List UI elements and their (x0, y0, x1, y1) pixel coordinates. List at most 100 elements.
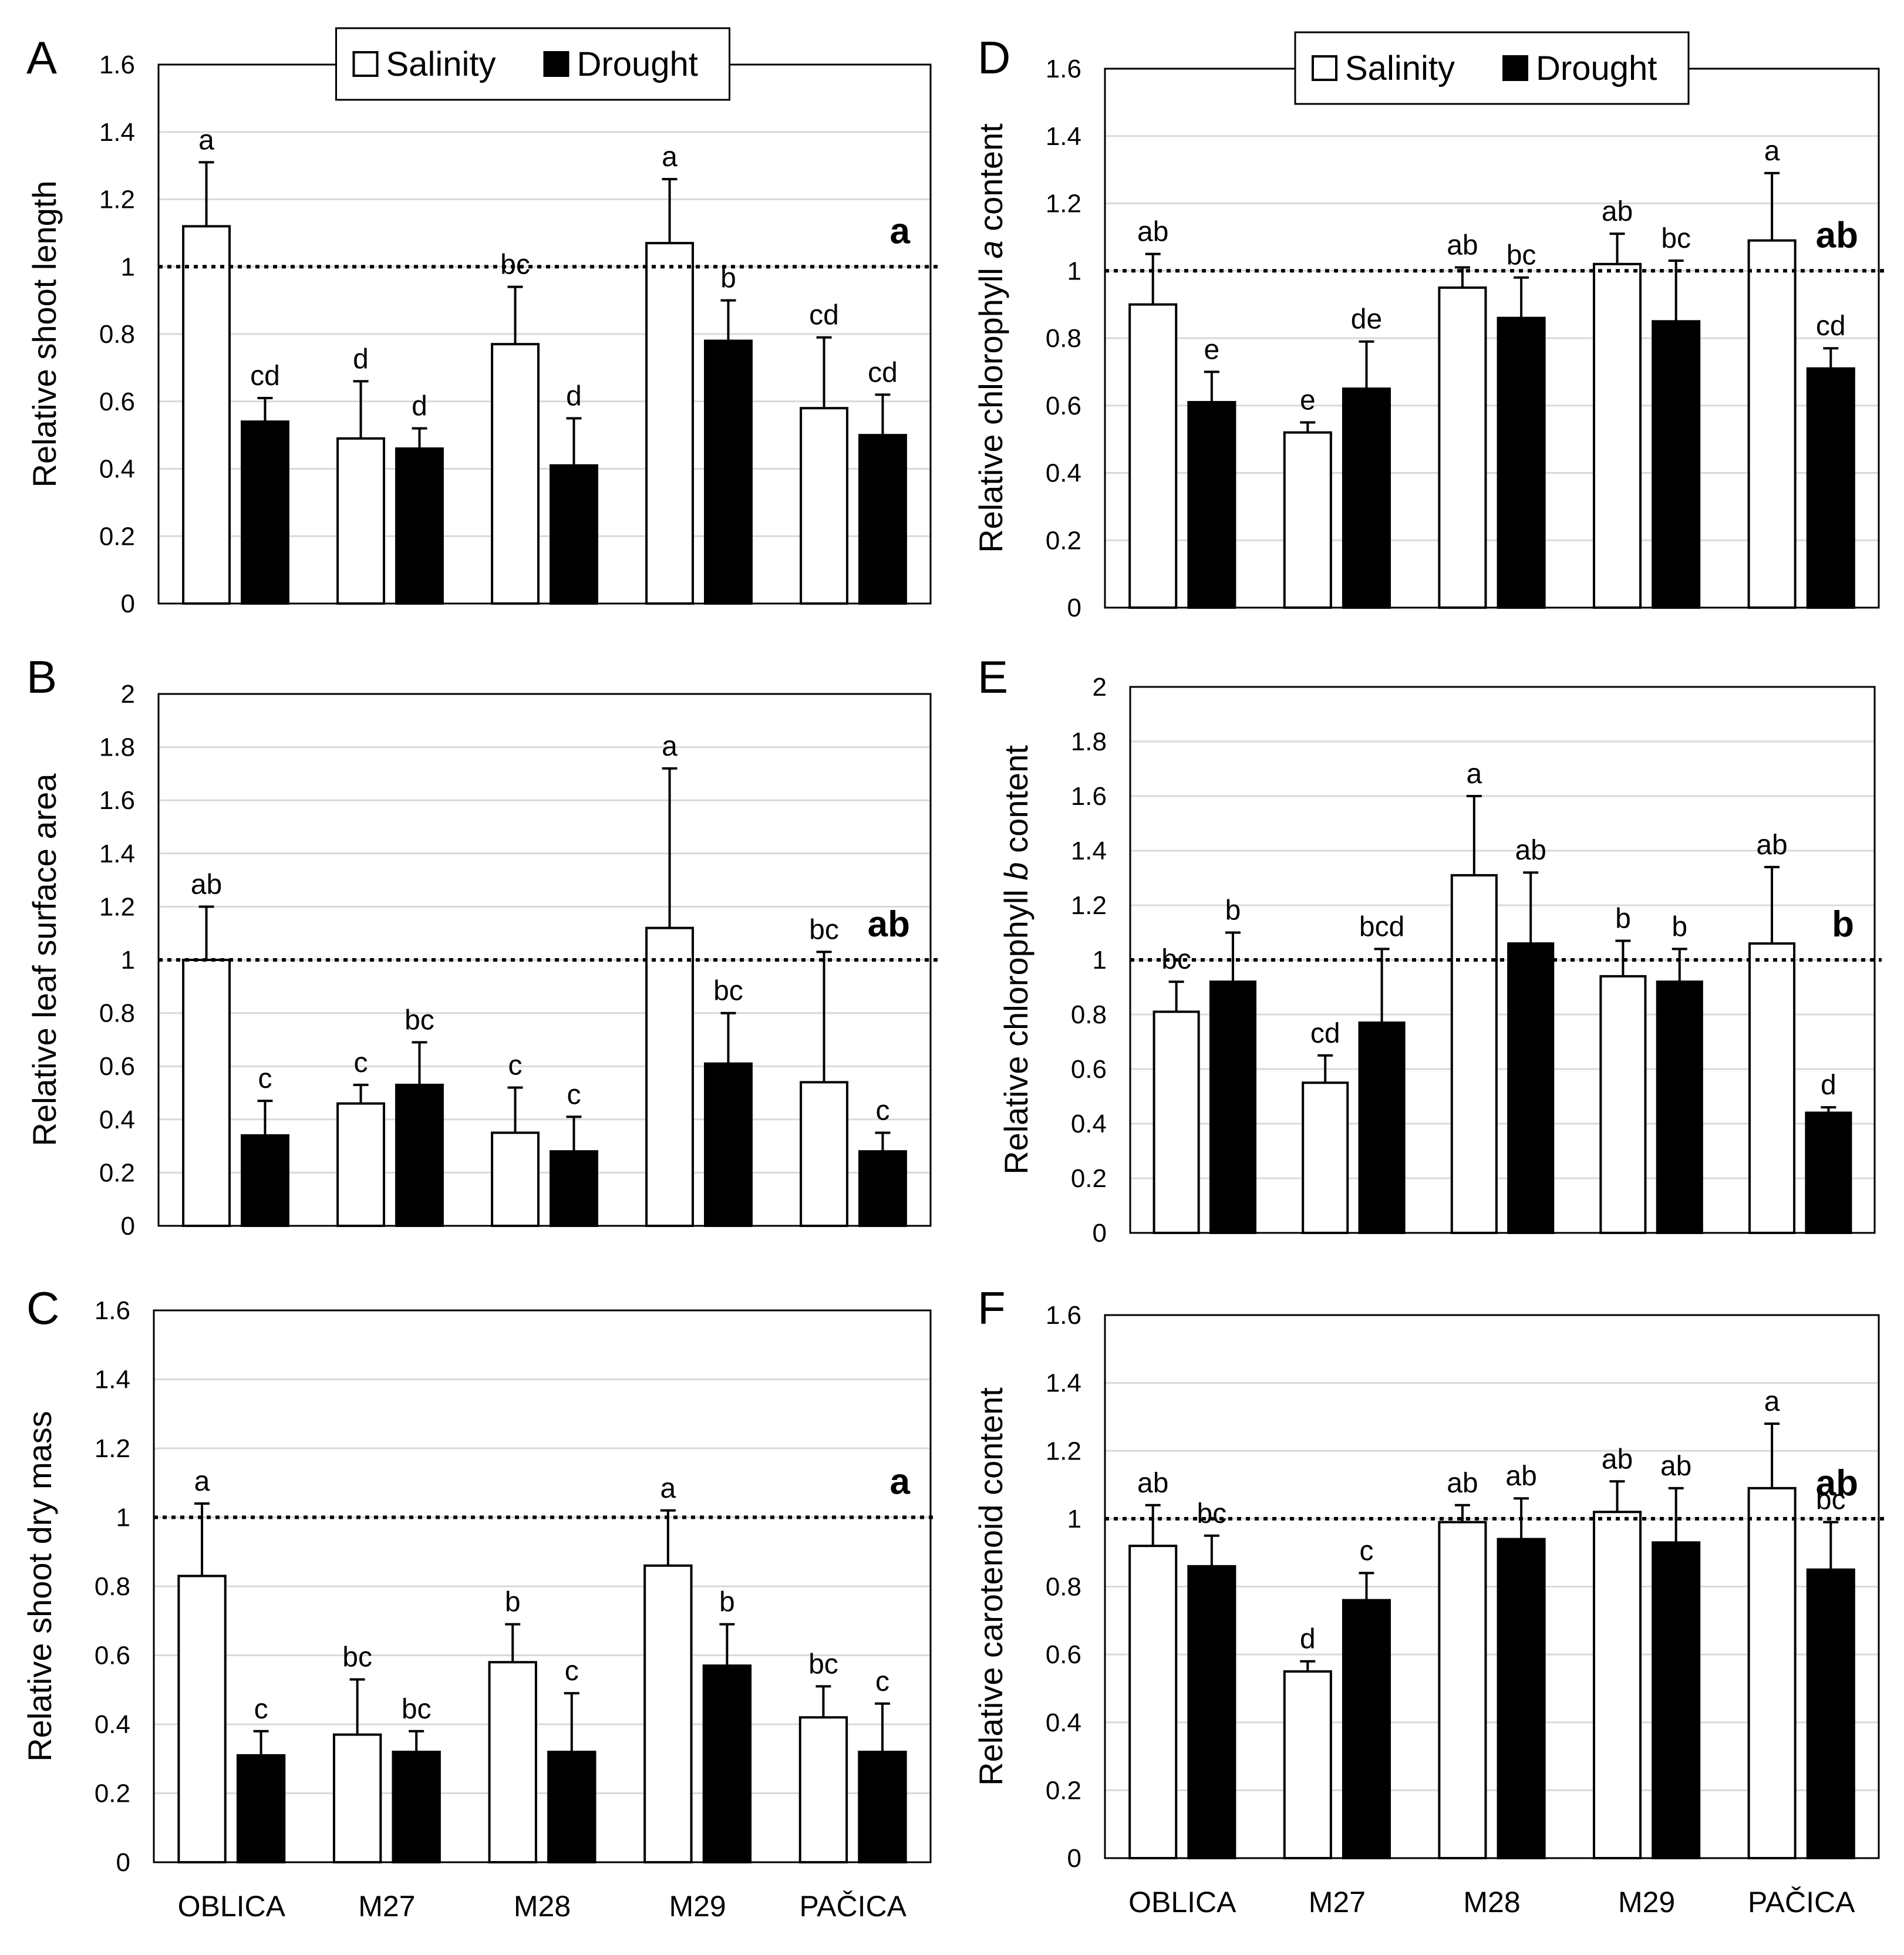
y-axis-label-text: Relative chlorophyll (972, 259, 1009, 553)
y-tick-label: 1.4 (99, 840, 135, 868)
significance-letter: c (254, 1694, 268, 1725)
y-tick-label: 1.4 (1046, 1369, 1081, 1398)
bar-salinity-oblica (177, 1575, 227, 1863)
bar-drought-m27 (395, 1083, 444, 1228)
significance-letter: bc (808, 1649, 838, 1680)
significance-letter: ab (1660, 1451, 1691, 1482)
y-tick-label: 0.4 (99, 455, 135, 484)
significance-letter: d (412, 391, 427, 422)
y-tick-label: 0 (1067, 594, 1081, 622)
significance-letter: bc (342, 1642, 372, 1673)
y-tick-label: 0.2 (1046, 526, 1081, 555)
group-significance-letter: ab (1816, 1463, 1858, 1504)
legend-label-salinity: Salinity (1345, 49, 1455, 87)
significance-letter: c (875, 1095, 889, 1126)
y-axis-label-text: Relative shoot length (26, 180, 63, 487)
y-axis-label-text: Relative carotenoid content (972, 1387, 1009, 1786)
bar-salinity-m27 (1283, 1670, 1332, 1859)
y-tick-label: 0.6 (95, 1641, 130, 1670)
y-tick-label: 0.6 (1046, 392, 1081, 420)
y-tick-label: 1.6 (1046, 1301, 1081, 1330)
significance-letter: b (719, 1587, 735, 1618)
bar-salinity-oblica (1128, 303, 1178, 609)
bar-drought-pačica (1806, 367, 1855, 609)
x-tick-label: M28 (1463, 1886, 1520, 1919)
legend-box (335, 27, 730, 101)
y-tick-label: 0.4 (95, 1710, 130, 1739)
bar-salinity-m28 (491, 343, 540, 605)
significance-letter: ab (1137, 217, 1168, 248)
group-significance-letter: a (890, 1462, 911, 1502)
legend: Salinity Drought (1294, 31, 1690, 105)
legend-label-drought: Drought (1536, 49, 1657, 87)
y-tick-label: 1.4 (1046, 122, 1081, 151)
y-tick-label: 0 (1067, 1844, 1081, 1873)
y-tick-label: 0.4 (1046, 1708, 1081, 1737)
significance-letter: ab (1137, 1468, 1168, 1499)
bar-salinity-m27 (332, 1733, 382, 1863)
y-tick-label: 1.6 (99, 786, 135, 815)
y-tick-label: 1.2 (99, 186, 135, 214)
significance-letter: cd (250, 360, 280, 392)
y-tick-label: 0 (121, 589, 135, 618)
bar-salinity-m29 (1592, 262, 1642, 609)
y-tick-label: 2 (1093, 673, 1107, 702)
y-tick-label: 0 (121, 1212, 135, 1241)
bar-drought-pačica (1805, 1111, 1852, 1235)
bar-drought-m27 (1358, 1021, 1406, 1234)
y-tick-label: 0.8 (1046, 324, 1081, 353)
significance-letter: bc (1507, 240, 1536, 271)
plot-frame (1129, 686, 1876, 1234)
legend-label-salinity: Salinity (386, 45, 496, 83)
significance-letter: c (354, 1047, 368, 1078)
significance-letter: bc (1661, 223, 1691, 254)
significance-letter: bc (405, 1005, 434, 1036)
panel-letter: D (978, 32, 1010, 83)
significance-letter: ab (1447, 230, 1478, 261)
legend: Salinity Drought (335, 27, 730, 101)
y-axis-label-text: Relative leaf surface area (26, 773, 63, 1147)
significance-letter: bc (402, 1694, 432, 1725)
y-axis-label-italic: b (998, 862, 1034, 880)
bar-salinity-oblica (182, 959, 231, 1227)
significance-letter: ab (191, 869, 222, 900)
y-tick-label: 0.8 (95, 1572, 130, 1601)
significance-letter: d (1300, 1624, 1316, 1655)
significance-letter: ab (1505, 1461, 1536, 1492)
significance-letter: d (1821, 1070, 1836, 1101)
y-tick-label: 1.2 (1046, 190, 1081, 218)
panel-letter: B (26, 651, 57, 703)
bar-salinity-m29 (645, 926, 694, 1227)
panel-letter: E (978, 651, 1008, 703)
group-significance-letter: ab (868, 904, 910, 945)
y-axis-label-text: Relative chlorophyll (998, 881, 1034, 1175)
significance-letter: cd (868, 357, 898, 388)
bar-drought-oblica (236, 1754, 286, 1863)
bar-drought-pačica (858, 1751, 907, 1863)
bar-salinity-pačica (800, 407, 848, 605)
significance-letter: a (662, 141, 678, 173)
legend-swatch-drought (1502, 55, 1528, 81)
y-axis-label: Relative chlorophyll b content (998, 745, 1034, 1175)
x-tick-label: M29 (669, 1890, 726, 1923)
y-tick-label: 0.8 (1046, 1573, 1081, 1602)
x-tick-label: M28 (514, 1890, 571, 1923)
significance-letter: c (1359, 1535, 1373, 1566)
significance-letter: e (1204, 334, 1220, 365)
bar-drought-m29 (1652, 320, 1701, 609)
significance-letter: d (566, 380, 582, 412)
significance-letter: a (1764, 1386, 1780, 1417)
y-tick-label: 0.2 (99, 1158, 135, 1187)
x-tick-label: PAČICA (1748, 1886, 1855, 1919)
significance-letter: a (1466, 759, 1482, 790)
group-significance-letter: a (890, 211, 911, 251)
x-tick-label: OBLICA (1128, 1886, 1236, 1919)
bar-drought-pačica (858, 434, 907, 605)
plot-frame (1104, 1314, 1880, 1859)
bar-drought-oblica (241, 1134, 289, 1227)
significance-letter: c (258, 1063, 272, 1094)
x-tick-label: M29 (1618, 1886, 1675, 1919)
significance-letter: cd (1816, 311, 1846, 342)
significance-letter: ab (1447, 1468, 1478, 1499)
